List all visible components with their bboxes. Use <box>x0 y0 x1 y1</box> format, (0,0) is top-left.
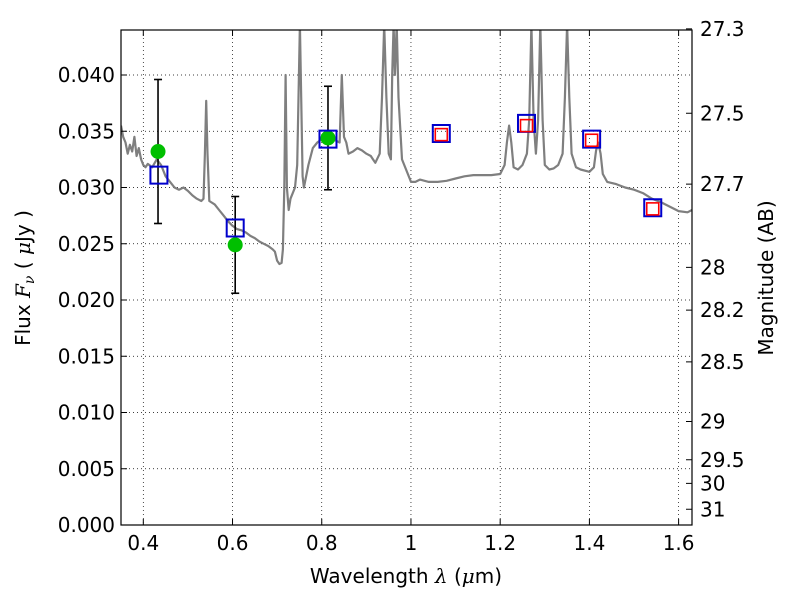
right-tick-label: 27.7 <box>700 172 745 196</box>
axes-frame <box>120 29 693 526</box>
x-tick-label: 1.4 <box>573 531 605 555</box>
right-tick-label: 30 <box>700 471 725 495</box>
y-axis-label: Flux Fν ( μJy ) <box>11 210 38 346</box>
y-tick-label: 0.015 <box>58 344 115 368</box>
x-tick-label: 1.2 <box>484 531 516 555</box>
right-tick-label: 31 <box>700 497 725 521</box>
grid-lines <box>121 30 692 526</box>
x-axis-label: Wavelength λ (μm) <box>310 564 502 588</box>
right-tick-label: 27.5 <box>700 101 745 125</box>
model-square-red <box>519 118 534 133</box>
y-tick-label: 0.040 <box>58 63 115 87</box>
x-tick-label: 0.6 <box>217 531 249 555</box>
observed-point <box>227 237 243 253</box>
right-tick-label: 29 <box>700 410 725 434</box>
y-tick-label: 0.005 <box>58 457 115 481</box>
y-tick-label: 0.025 <box>58 232 115 256</box>
y-tick-label: 0.035 <box>58 119 115 143</box>
model-square-blue <box>225 218 245 238</box>
model-square-blue <box>643 198 663 218</box>
plot-area <box>121 30 692 295</box>
model-square-red <box>434 127 449 142</box>
right-tick-label: 28.2 <box>700 298 745 322</box>
model-square-blue <box>318 129 338 149</box>
y-axis-right-label: Magnitude (AB) <box>754 200 778 355</box>
model-square-blue <box>149 165 169 185</box>
y-tick-label: 0.000 <box>58 513 115 537</box>
observed-point <box>150 144 166 159</box>
axis-ticks <box>121 28 692 526</box>
right-tick-label: 28.5 <box>700 350 745 374</box>
right-tick-label: 29.5 <box>700 448 745 472</box>
x-tick-label: 0.8 <box>306 531 338 555</box>
tick-labels: 0.4 0.6 0.8 1 1.2 1.4 1.6 0.000 0.005 0.010 0.015 0… <box>58 17 745 555</box>
model-square-blue <box>582 129 602 149</box>
x-tick-label: 0.4 <box>127 531 159 555</box>
y-tick-label: 0.020 <box>58 288 115 312</box>
observed-point <box>320 130 336 146</box>
x-tick-label: 1.6 <box>663 531 695 555</box>
x-tick-label: 1 <box>405 531 418 555</box>
model-square-red <box>645 202 660 216</box>
y-tick-label: 0.030 <box>58 176 115 200</box>
right-tick-label: 28 <box>700 255 725 279</box>
model-square-red <box>584 133 599 148</box>
spectrum-line <box>121 30 692 266</box>
model-square-blue <box>431 124 451 143</box>
y-tick-label: 0.010 <box>58 401 115 425</box>
right-tick-label: 27.3 <box>700 17 745 41</box>
